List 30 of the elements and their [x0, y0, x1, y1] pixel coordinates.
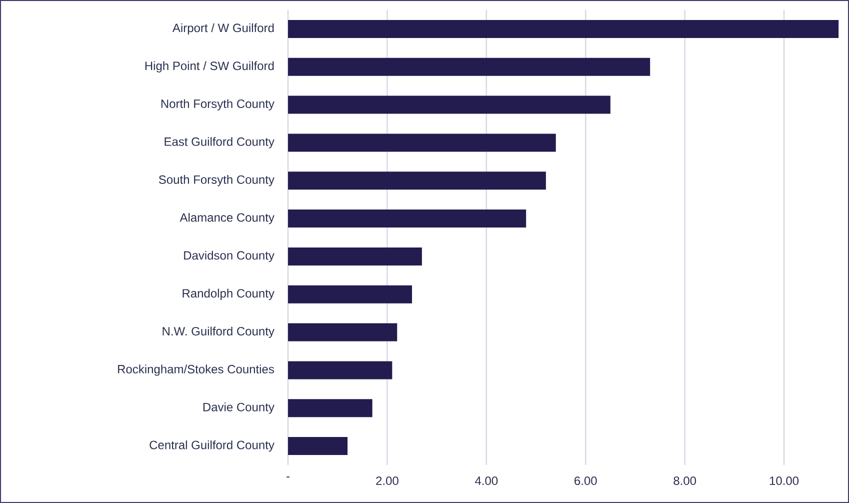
bar: [288, 20, 839, 38]
y-tick-label: Randolph County: [182, 288, 274, 300]
y-tick-label: N.W. Guilford County: [162, 326, 274, 338]
y-tick-label: Airport / W Guilford: [172, 23, 274, 35]
bar: [288, 247, 422, 266]
bar: [288, 323, 398, 342]
y-tick-label: Davidson County: [184, 250, 274, 262]
x-tick-label: 10.00: [770, 476, 799, 486]
y-tick-label: High Point / SW Guilford: [145, 61, 274, 72]
x-tick-label: 4.00: [475, 476, 498, 486]
x-tick-label: -: [286, 476, 290, 478]
bar: [288, 134, 556, 152]
bar: [288, 58, 650, 76]
x-tick-label: 2.00: [376, 476, 398, 486]
y-tick-label: Central Guilford County: [150, 440, 274, 452]
y-tick-label: Alamance County: [180, 212, 274, 224]
bar: [288, 437, 348, 456]
bar: [288, 96, 610, 114]
x-tick-label: 8.00: [674, 476, 696, 486]
y-tick-label: North Forsyth County: [161, 99, 274, 110]
y-tick-label: Davie County: [203, 402, 274, 414]
y-tick-label: East Guilford County: [164, 137, 274, 148]
y-tick-label: South Forsyth County: [158, 175, 274, 186]
bar: [288, 285, 412, 304]
y-tick-label: Rockingham/Stokes Counties: [118, 364, 274, 376]
bar: [288, 361, 392, 380]
bar: [288, 210, 526, 228]
bar: [288, 172, 546, 190]
x-tick-label: 6.00: [574, 476, 597, 486]
bar: [288, 399, 372, 418]
